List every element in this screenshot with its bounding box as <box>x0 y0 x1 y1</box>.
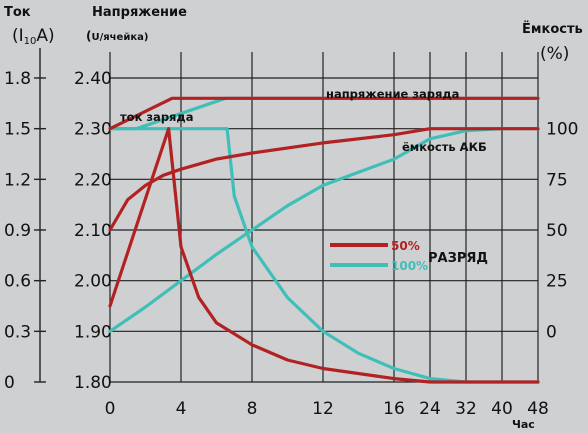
capacity-axis-unit: (%) <box>540 44 569 64</box>
x-tick-label: 16 <box>383 399 405 419</box>
x-tick-label: 8 <box>247 399 258 419</box>
legend-label-50: 50% <box>391 239 420 253</box>
x-tick-label: 0 <box>105 399 116 419</box>
current-tick-label: 1.2 <box>4 170 31 190</box>
capacity-axis-title: Ёмкость <box>522 21 583 37</box>
current-tick-label: 1.5 <box>4 120 31 140</box>
x-tick-label: 48 <box>527 399 549 419</box>
voltage-axis-title: Напряжение <box>92 5 187 20</box>
current-tick-label: 1.8 <box>4 69 31 89</box>
x-tick-label: 32 <box>455 399 477 419</box>
x-tick-label: 24 <box>419 399 441 419</box>
legend-label-100: 100% <box>391 259 428 273</box>
series-current-50pct <box>108 127 540 384</box>
x-tick-label: 4 <box>176 399 187 419</box>
series-lines <box>108 96 540 384</box>
series-capacity-50pct <box>108 127 540 232</box>
series-voltage-50pct <box>108 96 540 131</box>
voltage-tick-label: 2.40 <box>74 69 112 89</box>
current-tick-label: 0 <box>4 373 15 393</box>
voltage-tick-label: 1.90 <box>74 322 112 342</box>
voltage-tick-label: 2.30 <box>74 120 112 140</box>
annotation-charge-voltage: напряжение заряда <box>326 87 459 101</box>
annotation-battery-capacity: ёмкость АКБ <box>402 140 487 154</box>
current-tick-label: 0.3 <box>4 322 31 342</box>
x-tick-label: 12 <box>312 399 334 419</box>
annotation-charge-current: ток заряда <box>120 110 193 124</box>
annotation-discharge: РАЗРЯД <box>428 251 488 266</box>
current-axis-title: Ток <box>4 5 31 20</box>
capacity-tick-label: 0 <box>546 322 557 342</box>
capacity-tick-label: 50 <box>546 221 568 241</box>
voltage-tick-label: 1.80 <box>74 373 112 393</box>
voltage-tick-label: 2.00 <box>74 272 112 292</box>
x-axis-unit-label: Час <box>512 418 535 431</box>
voltage-tick-label: 2.20 <box>74 170 112 190</box>
tick-labels: 0 0.3 0.6 0.9 1.2 1.5 1.8 1.80 1.90 2.00 2.10 2.20 2… <box>4 69 578 419</box>
voltage-axis-unit: (U/ячейка) <box>86 29 148 43</box>
current-axis-unit: (I10A) <box>12 26 55 47</box>
axes <box>34 48 46 383</box>
series-current-100pct <box>108 127 540 384</box>
legend: 50% 100% <box>330 239 428 273</box>
x-tick-label: 40 <box>491 399 513 419</box>
voltage-tick-label: 2.10 <box>74 221 112 241</box>
capacity-tick-label: 100 <box>546 120 578 140</box>
current-tick-label: 0.6 <box>4 272 31 292</box>
capacity-tick-label: 25 <box>546 272 568 292</box>
current-tick-label: 0.9 <box>4 221 31 241</box>
series-capacity-100pct <box>108 127 540 333</box>
capacity-tick-label: 75 <box>546 170 568 190</box>
